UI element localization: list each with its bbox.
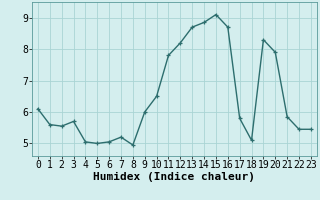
X-axis label: Humidex (Indice chaleur): Humidex (Indice chaleur)	[93, 172, 255, 182]
